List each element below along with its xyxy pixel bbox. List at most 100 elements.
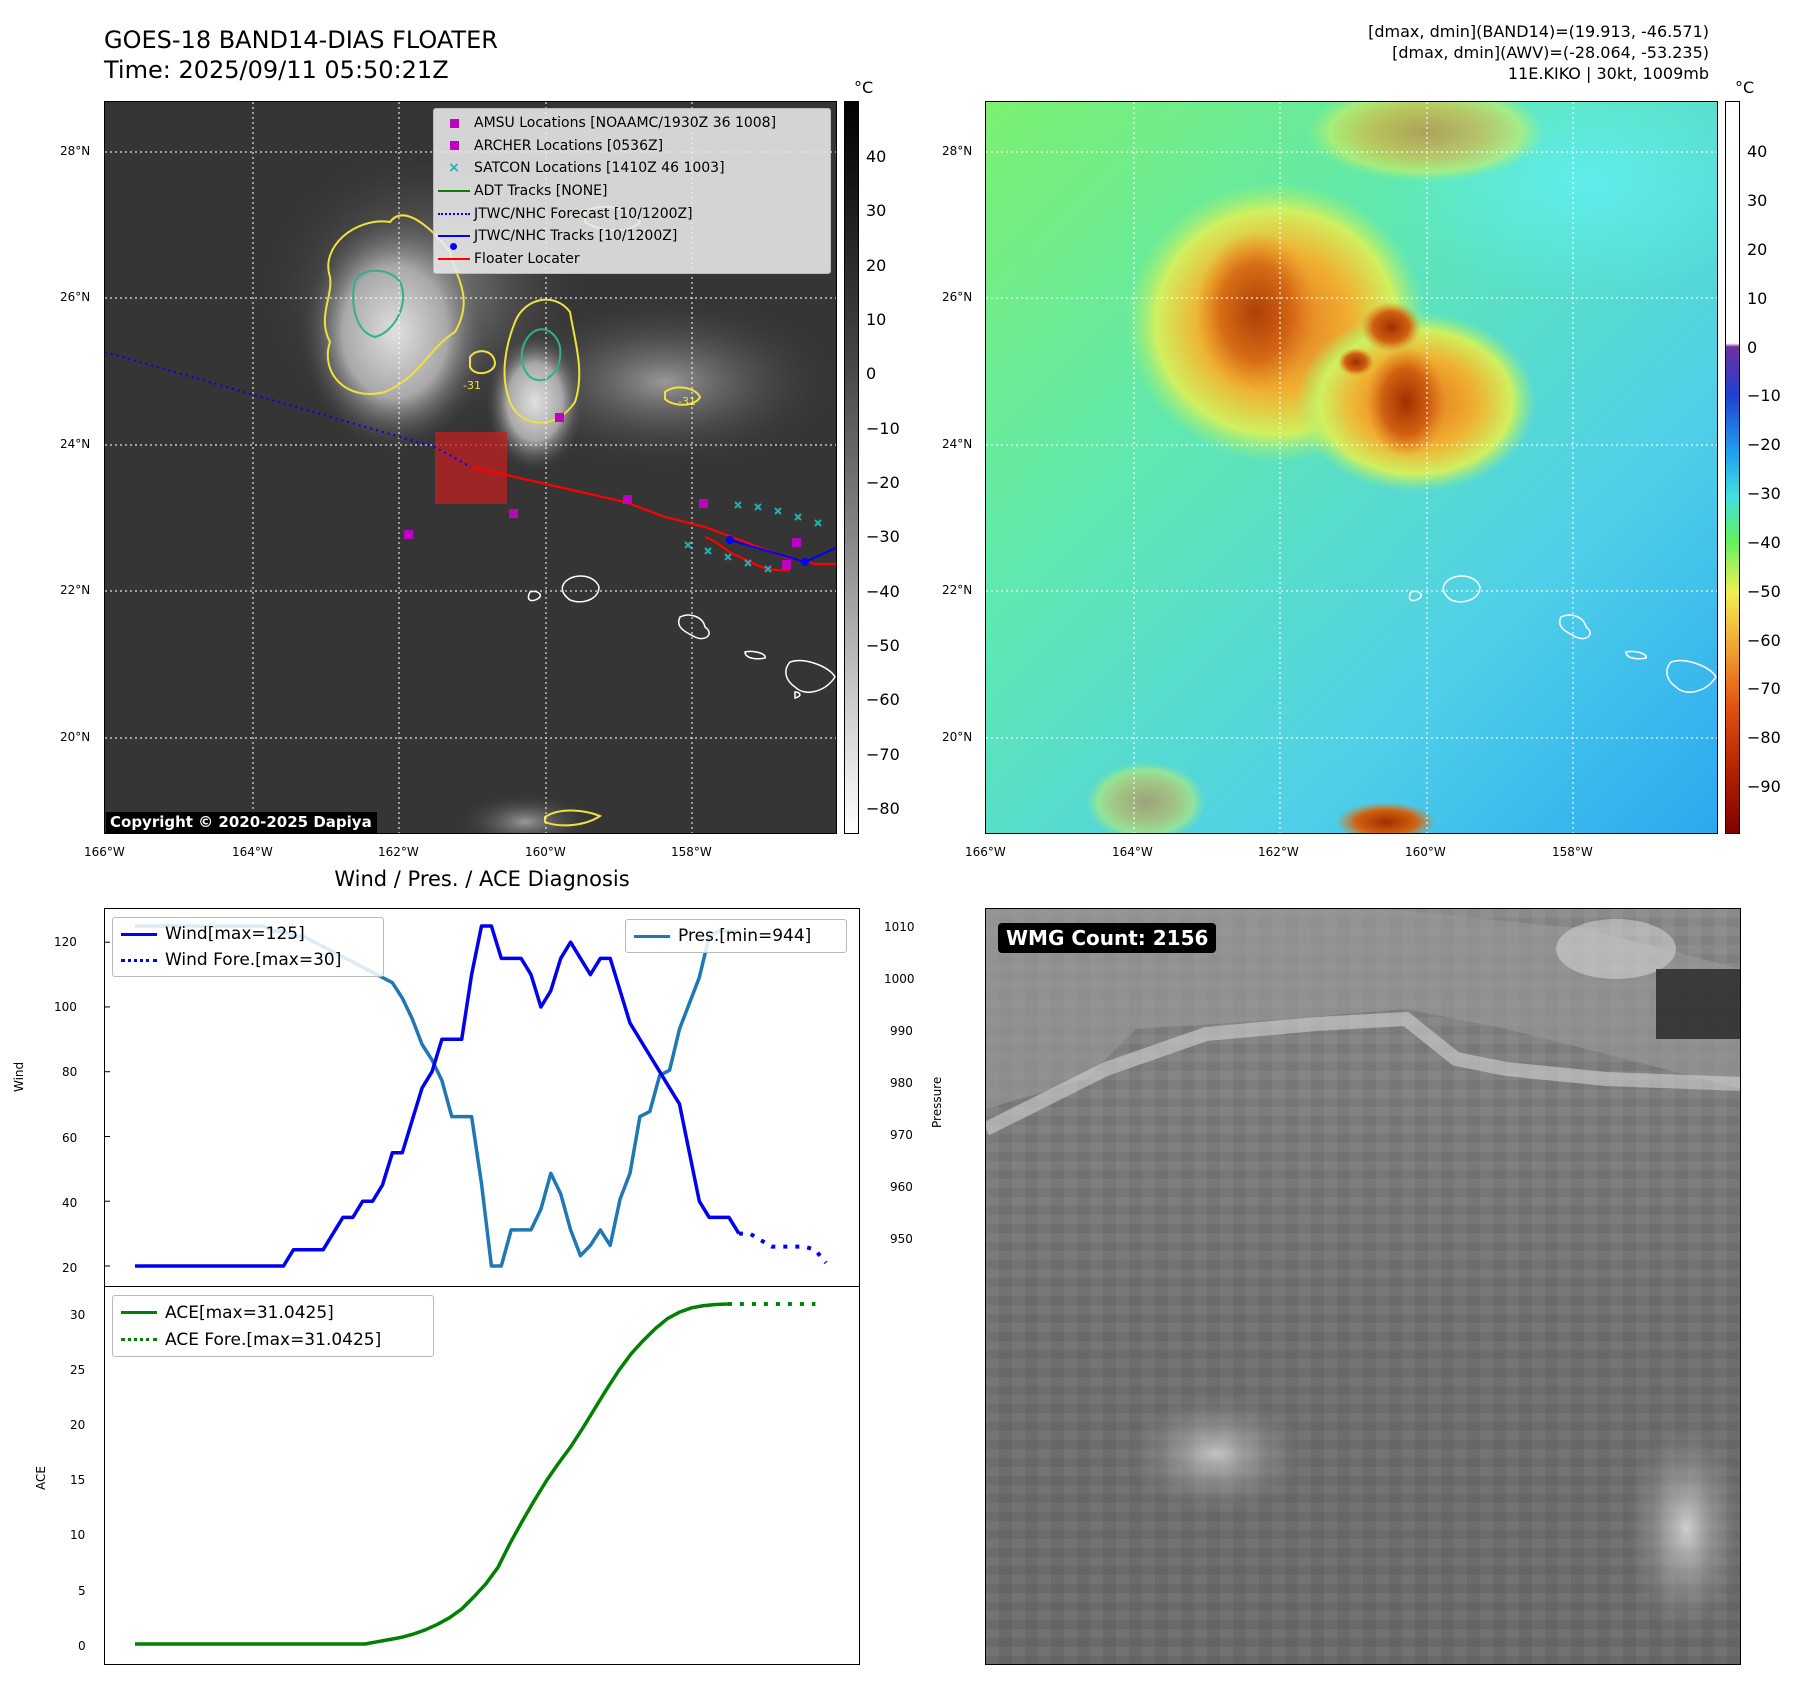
wmg-count-label: WMG Count: 2156 (998, 923, 1217, 953)
wind-pres-panel: Wind[max=125] Wind Fore.[max=30] Pres.[m… (104, 908, 860, 1287)
ir-map-legend: AMSU Locations [NOAAMC/1930Z 36 1008] AR… (433, 108, 831, 275)
ir-coastlines (527, 575, 836, 699)
info-line-1: [dmax, dmin](BAND14)=(19.913, -46.571) (1368, 22, 1709, 41)
wv-cb-tick: −10 (1747, 386, 1781, 405)
wv-lat-22: 22°N (942, 583, 973, 597)
ir-contour-yellow-5 (544, 809, 603, 827)
ace-legend: ACE[max=31.0425] ACE Fore.[max=31.0425] (112, 1295, 434, 1357)
jtwc-track-point-2 (801, 558, 809, 566)
wv-colorbar (1725, 101, 1740, 834)
wv-lat-24: 24°N (942, 437, 973, 451)
wind-line (135, 924, 741, 1268)
pres-ytick: 960 (890, 1180, 913, 1194)
pres-ytick: 970 (890, 1128, 913, 1142)
wv-dry-north (1306, 102, 1546, 182)
wind-ytick: 100 (54, 1000, 77, 1014)
ace-fore-legend-label: ACE Fore.[max=31.0425] (165, 1329, 382, 1350)
ir-cb-tick: −60 (866, 690, 900, 709)
ir-colorbar (844, 101, 859, 834)
wind-legend: Wind[max=125] Wind Fore.[max=30] (112, 917, 384, 977)
ir-cb-tick: 0 (866, 364, 877, 383)
ir-contour-green-1 (352, 269, 405, 339)
floater-track-2 (704, 535, 791, 572)
ace-ytick: 5 (78, 1584, 86, 1598)
ir-lon-158: 158°W (671, 845, 712, 859)
ir-cb-tick: −70 (866, 745, 900, 764)
ir-cloud-east (485, 332, 585, 472)
legend-row-amsu: AMSU Locations [NOAAMC/1930Z 36 1008] (434, 112, 830, 135)
wv-cb-tick: −90 (1747, 777, 1781, 796)
wind-ytick: 40 (62, 1196, 78, 1210)
legend-label-floater: Floater Locater (474, 250, 580, 267)
ir-cb-tick: −30 (866, 527, 900, 546)
legend-label-amsu: AMSU Locations [NOAAMC/1930Z 36 1008] (474, 115, 777, 132)
wv-cb-tick: −70 (1747, 679, 1781, 698)
wv-lon-158: 158°W (1552, 845, 1593, 859)
legend-row-tracks: JTWC/NHC Tracks [10/1200Z] (434, 225, 830, 251)
wmg-bright-south (1126, 1394, 1306, 1514)
legend-row-satcon: × SATCON Locations [1410Z 46 1003] (448, 160, 725, 177)
wv-map-panel (985, 101, 1718, 834)
wmg-panel: WMG Count: 2156 (985, 908, 1741, 1665)
ir-contour-yellow-1 (323, 214, 465, 395)
ir-cb-tick: −40 (866, 582, 900, 601)
ir-contour-label-1: -31 (463, 379, 481, 392)
ir-cb-tick: 10 (866, 310, 887, 329)
wv-cb-tick: −60 (1747, 631, 1781, 650)
ir-cb-tick: 30 (866, 201, 887, 220)
wv-cb-tick: 0 (1747, 338, 1758, 357)
wv-cb-tick: −40 (1747, 533, 1781, 552)
wind-ytick: 120 (54, 935, 77, 949)
wmg-bright-band (986, 1011, 1740, 1136)
wind-legend-label: Wind[max=125] (165, 924, 305, 944)
wind-ytick: 80 (62, 1065, 78, 1079)
wind-ytick: 20 (62, 1261, 78, 1275)
ir-colorbar-unit: °C (854, 78, 874, 97)
ir-cloud-south (455, 792, 595, 833)
ir-cb-tick: 20 (866, 256, 887, 275)
wv-cb-tick: 20 (1747, 240, 1768, 259)
ir-lat-20: 20°N (60, 730, 91, 744)
wv-lon-162: 162°W (1258, 845, 1299, 859)
wv-core-3 (1361, 302, 1421, 352)
ace-ytick: 0 (78, 1639, 86, 1653)
ir-cb-tick: 40 (866, 147, 887, 166)
ace-plot (135, 1302, 816, 1646)
pres-ytick: 980 (890, 1076, 913, 1090)
ir-contour-yellow-2 (503, 298, 581, 424)
ace-panel: ACE[max=31.0425] ACE Fore.[max=31.0425] (104, 1286, 860, 1665)
ir-cb-tick: −20 (866, 473, 900, 492)
wind-ylabel: Wind (12, 1061, 26, 1092)
wmg-bright-se (1626, 1419, 1740, 1639)
wmg-light-region (986, 909, 1740, 1109)
ir-lat-28: 28°N (60, 144, 91, 158)
info-line-3: 11E.KIKO | 30kt, 1009mb (1507, 64, 1709, 83)
wv-cb-tick: 30 (1747, 191, 1768, 210)
ir-lon-164: 164°W (232, 845, 273, 859)
ace-ytick: 15 (70, 1473, 86, 1487)
wv-coastlines (1408, 575, 1717, 693)
wmg-dark-corner (1656, 969, 1740, 1039)
pres-ylabel: Pressure (930, 1076, 944, 1128)
wv-cb-tick: 10 (1747, 289, 1768, 308)
pres-legend-row: Pres.[min=944] (626, 923, 846, 949)
ace-legend-row: ACE[max=31.0425] (113, 1299, 433, 1326)
wv-lon-164: 164°W (1112, 845, 1153, 859)
wind-ytick: 60 (62, 1131, 78, 1145)
wv-cb-tick: −50 (1747, 582, 1781, 601)
legend-label-adt: ADT Tracks [NONE] (474, 183, 608, 200)
wv-gridlines (986, 102, 1717, 833)
jtwc-forecast-track (105, 351, 472, 468)
ir-lon-160: 160°W (525, 845, 566, 859)
pres-legend-label: Pres.[min=944] (678, 926, 812, 946)
wv-map-svg (986, 102, 1717, 833)
amsu-archer-markers (404, 413, 801, 569)
wind-legend-row: Wind[max=125] (113, 921, 383, 947)
diagnosis-title: Wind / Pres. / ACE Diagnosis (334, 867, 630, 891)
wv-lon-166: 166°W (965, 845, 1006, 859)
ir-contour-green-2 (520, 328, 562, 382)
ir-lat-22: 22°N (60, 583, 91, 597)
ir-contour-label-2: -31 (678, 395, 696, 408)
legend-row-forecast: JTWC/NHC Forecast [10/1200Z] (434, 202, 830, 225)
copyright-label: Copyright © 2020-2025 Dapiya (106, 812, 377, 833)
